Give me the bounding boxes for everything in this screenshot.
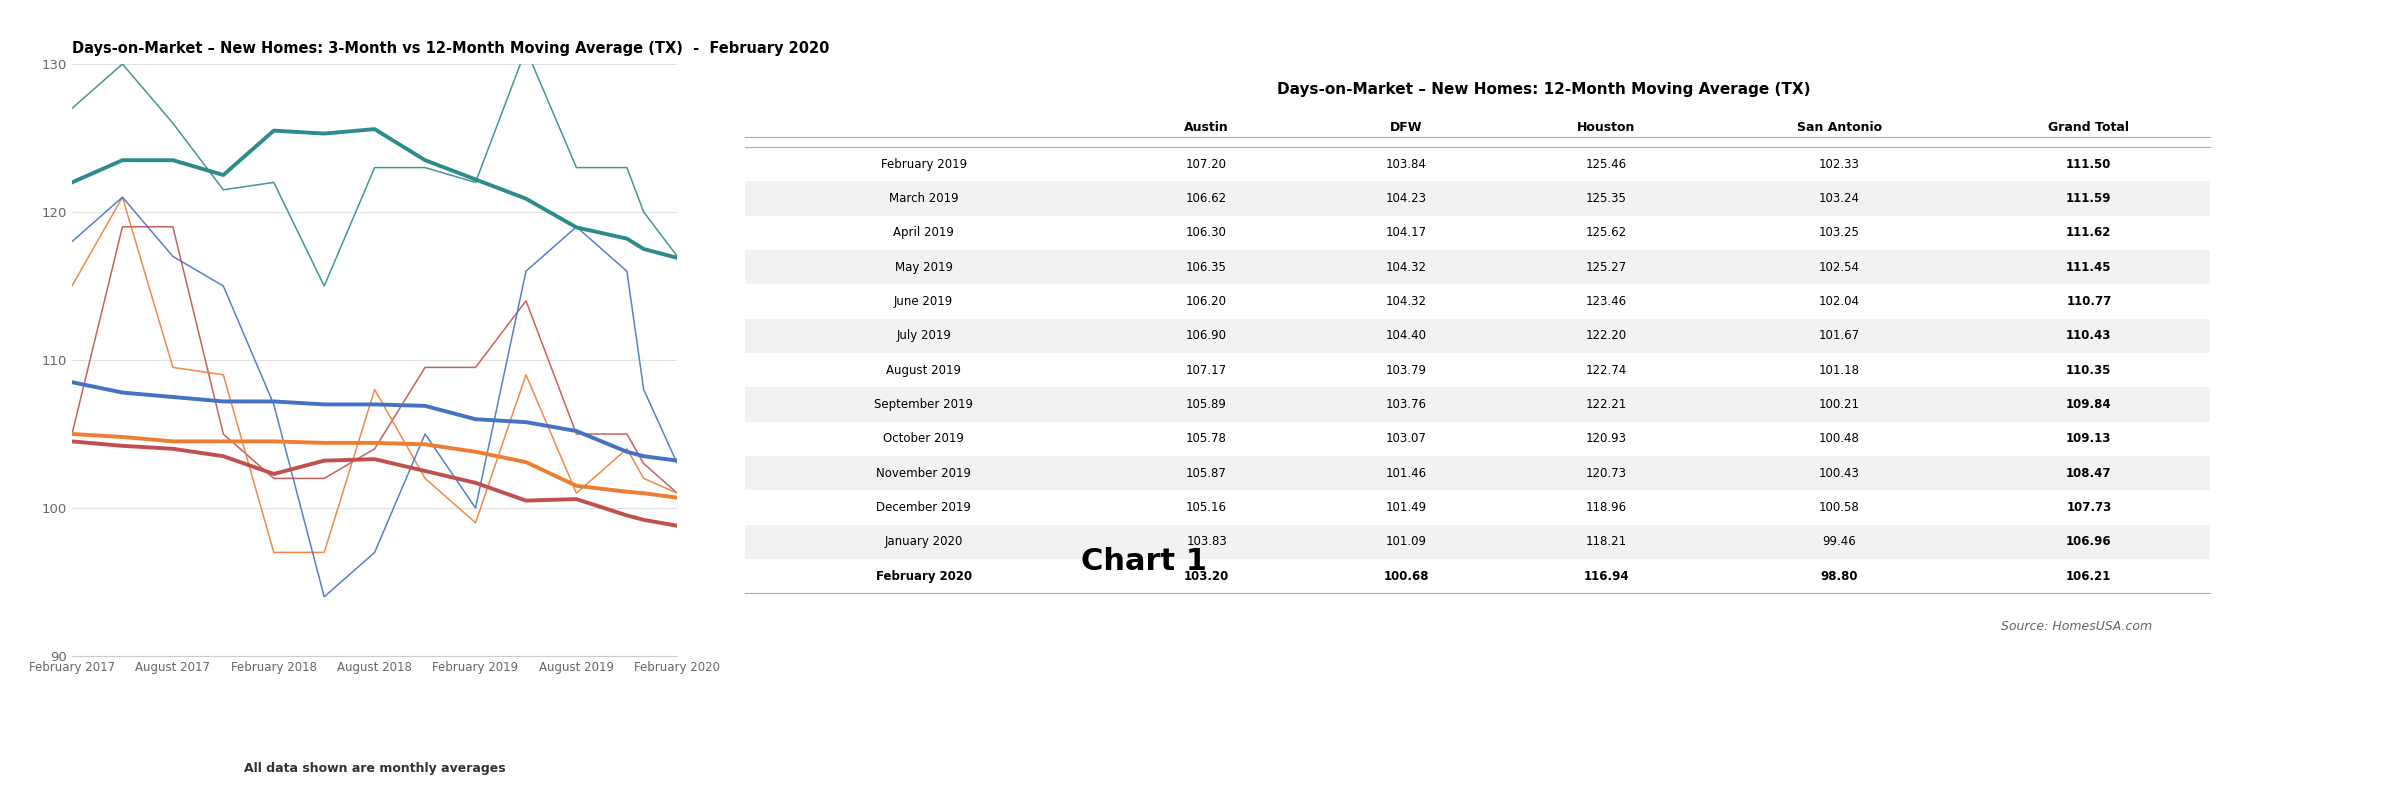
Text: 110.77: 110.77	[2066, 295, 2112, 308]
Text: DFW: DFW	[1390, 121, 1423, 134]
Text: 105.16: 105.16	[1186, 501, 1226, 514]
Text: 125.35: 125.35	[1586, 192, 1627, 205]
Bar	[744, 182, 2210, 215]
Text: 111.45: 111.45	[2066, 261, 2112, 274]
Text: 107.20: 107.20	[1186, 158, 1226, 170]
Text: 120.93: 120.93	[1586, 432, 1627, 446]
Text: 101.46: 101.46	[1385, 466, 1428, 479]
Text: December 2019: December 2019	[876, 501, 972, 514]
Text: 100.48: 100.48	[1819, 432, 1860, 446]
Bar	[744, 318, 2210, 353]
Text: 107.73: 107.73	[2066, 501, 2112, 514]
Text: 103.24: 103.24	[1819, 192, 1860, 205]
Text: 103.07: 103.07	[1385, 432, 1426, 446]
Text: August 2019: August 2019	[886, 363, 960, 377]
Text: 104.32: 104.32	[1385, 295, 1428, 308]
Text: 105.89: 105.89	[1186, 398, 1226, 411]
Text: June 2019: June 2019	[893, 295, 953, 308]
Text: 122.20: 122.20	[1586, 330, 1627, 342]
Text: 103.84: 103.84	[1385, 158, 1426, 170]
Text: 122.74: 122.74	[1586, 363, 1627, 377]
Text: 104.32: 104.32	[1385, 261, 1428, 274]
Text: 122.21: 122.21	[1586, 398, 1627, 411]
Text: 106.90: 106.90	[1186, 330, 1226, 342]
Text: 101.49: 101.49	[1385, 501, 1428, 514]
Text: 102.04: 102.04	[1819, 295, 1860, 308]
Text: 118.96: 118.96	[1586, 501, 1627, 514]
Text: Days-on-Market – New Homes: 3-Month vs 12-Month Moving Average (TX)  -  February: Days-on-Market – New Homes: 3-Month vs 1…	[72, 41, 830, 56]
Text: 101.18: 101.18	[1819, 363, 1860, 377]
Text: 103.76: 103.76	[1385, 398, 1428, 411]
Text: 116.94: 116.94	[1584, 570, 1630, 582]
Text: 105.78: 105.78	[1186, 432, 1226, 446]
Text: Chart 1: Chart 1	[1080, 546, 1207, 576]
Text: Grand Total: Grand Total	[2047, 121, 2129, 134]
Text: 111.62: 111.62	[2066, 226, 2112, 239]
Text: March 2019: March 2019	[888, 192, 958, 205]
Text: 110.43: 110.43	[2066, 330, 2112, 342]
Text: 103.83: 103.83	[1186, 535, 1226, 548]
Bar	[744, 525, 2210, 559]
Text: 102.33: 102.33	[1819, 158, 1860, 170]
Text: 103.20: 103.20	[1183, 570, 1229, 582]
Text: 120.73: 120.73	[1586, 466, 1627, 479]
Text: Source: HomesUSA.com: Source: HomesUSA.com	[2002, 620, 2153, 633]
Text: 118.21: 118.21	[1586, 535, 1627, 548]
Text: 106.96: 106.96	[2066, 535, 2112, 548]
Text: 101.67: 101.67	[1819, 330, 1860, 342]
Bar	[744, 456, 2210, 490]
Text: 108.47: 108.47	[2066, 466, 2112, 479]
Text: 104.23: 104.23	[1385, 192, 1428, 205]
Text: 104.17: 104.17	[1385, 226, 1428, 239]
Text: 106.30: 106.30	[1186, 226, 1226, 239]
Text: 107.17: 107.17	[1186, 363, 1226, 377]
Text: 100.68: 100.68	[1385, 570, 1428, 582]
Text: 99.46: 99.46	[1822, 535, 1855, 548]
Text: 106.35: 106.35	[1186, 261, 1226, 274]
Text: Austin: Austin	[1183, 121, 1229, 134]
Text: 123.46: 123.46	[1586, 295, 1627, 308]
Text: Days-on-Market – New Homes: 12-Month Moving Average (TX): Days-on-Market – New Homes: 12-Month Mov…	[1277, 82, 1810, 97]
Text: 100.21: 100.21	[1819, 398, 1860, 411]
Text: 109.84: 109.84	[2066, 398, 2112, 411]
Text: April 2019: April 2019	[893, 226, 955, 239]
Text: November 2019: November 2019	[876, 466, 972, 479]
Text: October 2019: October 2019	[883, 432, 965, 446]
Text: 104.40: 104.40	[1385, 330, 1428, 342]
Text: February 2020: February 2020	[876, 570, 972, 582]
Text: 111.59: 111.59	[2066, 192, 2112, 205]
Text: 106.21: 106.21	[2066, 570, 2112, 582]
Text: 105.87: 105.87	[1186, 466, 1226, 479]
Bar	[744, 387, 2210, 422]
Text: May 2019: May 2019	[895, 261, 953, 274]
Text: 103.79: 103.79	[1385, 363, 1428, 377]
Text: 100.43: 100.43	[1819, 466, 1860, 479]
Text: 110.35: 110.35	[2066, 363, 2112, 377]
Text: 106.62: 106.62	[1186, 192, 1226, 205]
Text: February 2019: February 2019	[881, 158, 967, 170]
Text: San Antonio: San Antonio	[1798, 121, 1882, 134]
Text: September 2019: September 2019	[874, 398, 972, 411]
Text: 125.27: 125.27	[1586, 261, 1627, 274]
Text: January 2020: January 2020	[886, 535, 962, 548]
Text: 101.09: 101.09	[1385, 535, 1428, 548]
Text: 102.54: 102.54	[1819, 261, 1860, 274]
Text: 125.62: 125.62	[1586, 226, 1627, 239]
Text: 103.25: 103.25	[1819, 226, 1860, 239]
Text: 100.58: 100.58	[1819, 501, 1860, 514]
Bar	[744, 250, 2210, 284]
Text: 111.50: 111.50	[2066, 158, 2112, 170]
Text: 98.80: 98.80	[1822, 570, 1858, 582]
Text: Houston: Houston	[1577, 121, 1634, 134]
Text: All data shown are monthly averages: All data shown are monthly averages	[245, 762, 506, 775]
Text: 106.20: 106.20	[1186, 295, 1226, 308]
Text: 109.13: 109.13	[2066, 432, 2112, 446]
Text: July 2019: July 2019	[895, 330, 950, 342]
Text: 125.46: 125.46	[1586, 158, 1627, 170]
